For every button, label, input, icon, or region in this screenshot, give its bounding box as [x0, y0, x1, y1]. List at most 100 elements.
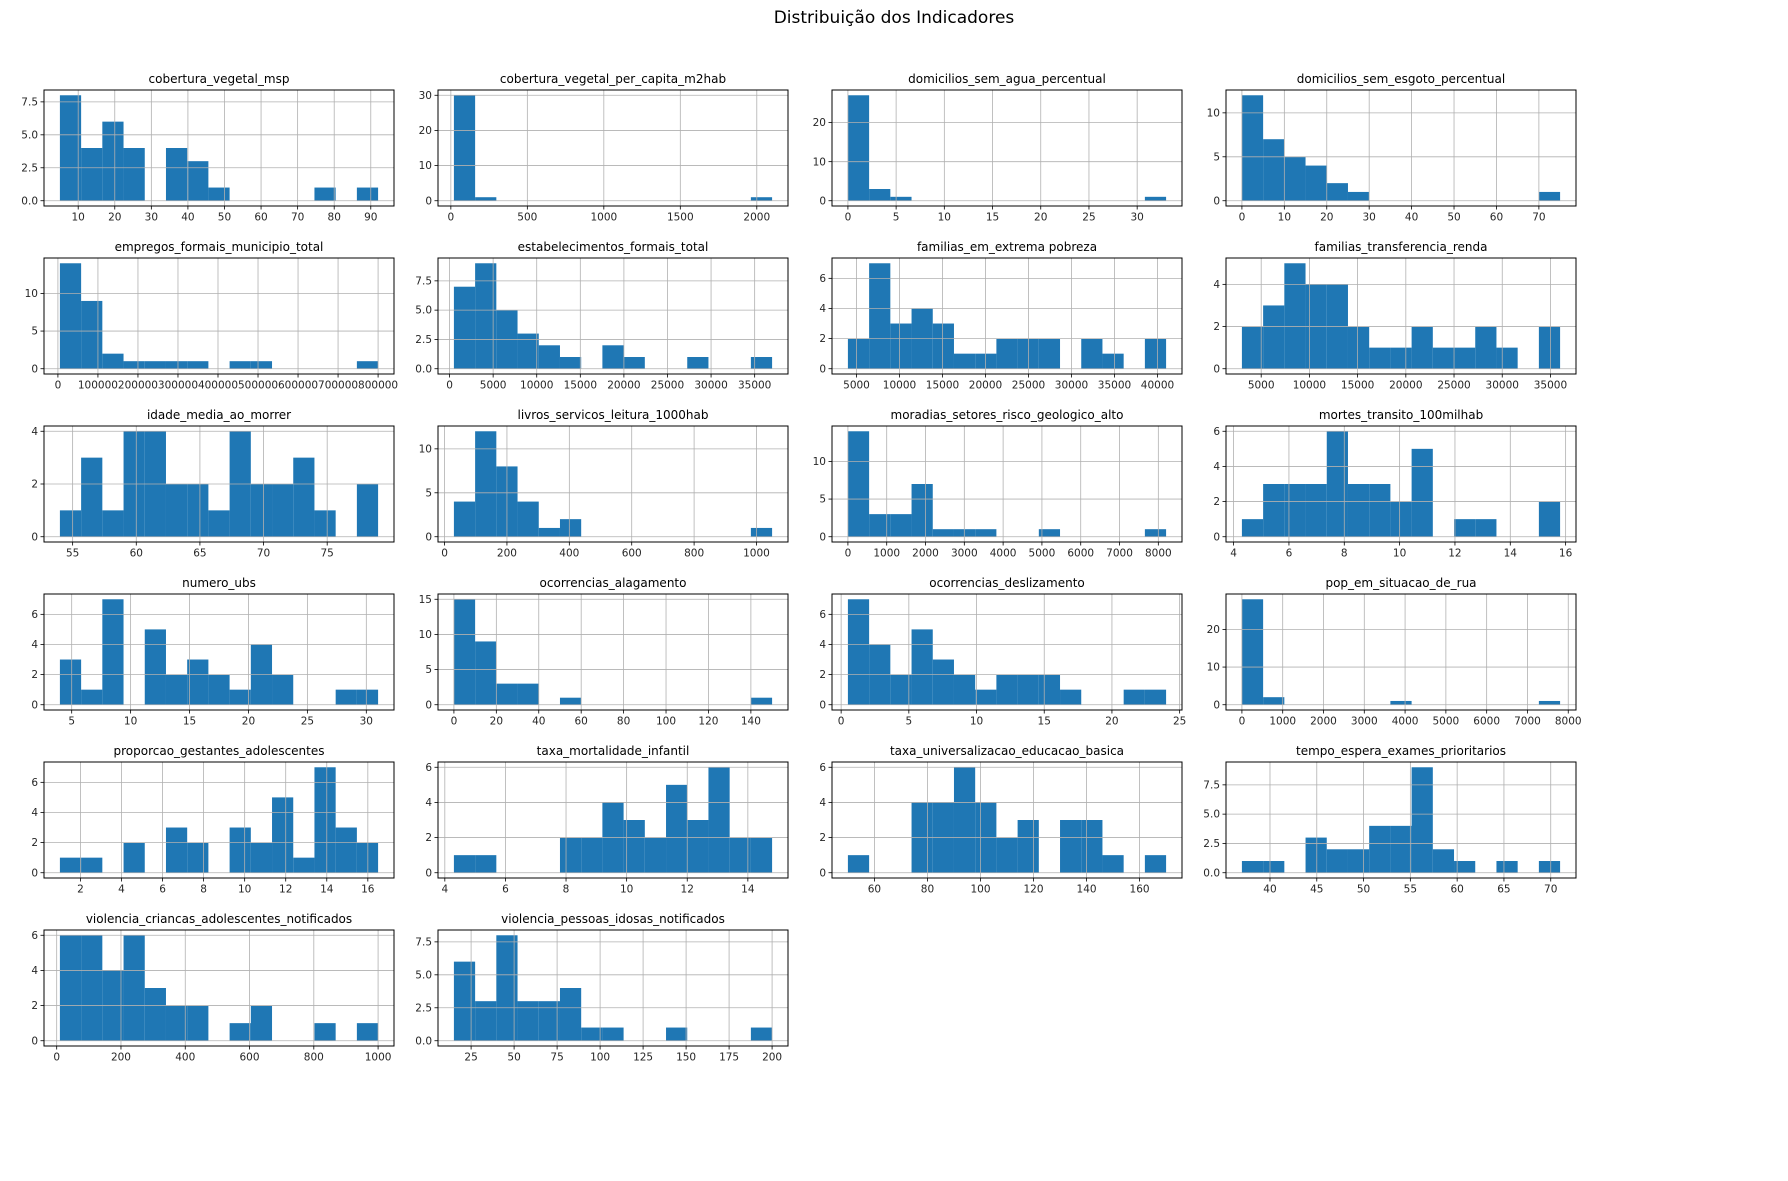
histogram-bar: [1241, 95, 1264, 201]
y-tick-label: 0: [31, 363, 38, 375]
y-tick-label: 7.5: [21, 96, 38, 108]
chart-svg: 5000 10000 15000 20000 25000 30000 35000 40000 0…: [819, 240, 1183, 392]
histogram-bar: [1017, 674, 1039, 705]
histogram-bar: [1305, 165, 1327, 201]
plot-border: [437, 89, 789, 207]
histogram-bar: [623, 357, 645, 369]
x-tick-label: 20: [108, 212, 121, 224]
y-tick-label: 20: [1207, 624, 1220, 636]
x-tick-label: 8: [563, 884, 570, 896]
chart-svg: 5000 10000 15000 20000 25000 30000 35000 0 2 4 fam…: [1213, 240, 1577, 392]
histogram-empregos_formais_municipio_total: 0 100000 200000 300000 400000 500000 600000 700…: [6, 238, 400, 406]
histogram-bar: [1496, 861, 1518, 873]
chart-title: idade_media_ao_morrer: [147, 408, 291, 422]
histogram-bar: [356, 484, 379, 537]
x-tick-label: 0: [845, 548, 852, 560]
x-tick-label: 40: [1405, 212, 1418, 224]
histogram-bar: [144, 361, 166, 369]
plot-border: [437, 761, 789, 879]
histogram-bar: [975, 529, 997, 537]
x-tick-label: 2000: [1310, 716, 1337, 728]
x-tick-label: 120: [1023, 884, 1043, 896]
histogram-violencia_criancas_adolescentes_notificados: 0 200 400 600 800 1000 0 2 4 6 violencia_criancas_…: [6, 910, 400, 1078]
chart-title: empregos_formais_municipio_total: [115, 240, 324, 254]
x-tick-label: 600: [240, 1052, 260, 1064]
x-tick-label: 4: [441, 884, 448, 896]
chart-title: proporcao_gestantes_adolescentes: [113, 744, 324, 758]
histogram-bar: [1144, 855, 1167, 873]
y-tick-label: 0: [425, 195, 432, 207]
x-tick-label: 35000: [1098, 380, 1131, 392]
histogram-bar: [1454, 347, 1476, 369]
histogram-bar: [1102, 353, 1124, 369]
x-tick-label: 600: [622, 548, 642, 560]
histogram-bar: [869, 189, 891, 201]
histogram-bar: [1538, 501, 1561, 537]
histogram-cobertura_vegetal_per_capita_m2hab: 0 500 1000 1500 2000 0 10 20 30 cobertura_vegetal…: [400, 70, 794, 238]
histogram-taxa_mortalidade_infantil: 4 6 8 10 12 14 0 2 4 6 taxa_mortalidade_infantil: [400, 742, 794, 910]
histogram-bar: [911, 484, 933, 537]
histogram-bar: [496, 935, 518, 1041]
x-tick-label: 400: [559, 548, 579, 560]
x-tick-label: 125: [633, 1052, 653, 1064]
histogram-bar: [1390, 347, 1412, 369]
histogram-proporcao_gestantes_adolescentes: 2 4 6 8 10 12 14 16 0 2 4 6 proporcao_gestantes_adol…: [6, 742, 400, 910]
x-tick-label: 30: [1362, 212, 1375, 224]
y-tick-label: 0.0: [415, 1035, 432, 1047]
histogram-bar: [356, 689, 379, 705]
histogram-bar: [102, 510, 124, 537]
x-tick-label: 10: [1393, 548, 1406, 560]
histogram-bar: [335, 689, 357, 705]
histogram-bar: [750, 197, 773, 201]
histogram-bar: [496, 683, 518, 705]
x-tick-label: 12: [279, 884, 292, 896]
x-tick-label: 20: [490, 716, 503, 728]
x-tick-label: 10: [938, 212, 951, 224]
histogram-bar: [229, 827, 251, 873]
histogram-bar: [187, 659, 209, 705]
histogram-bar: [1263, 484, 1285, 537]
x-tick-label: 10: [72, 212, 85, 224]
y-tick-label: 7.5: [415, 275, 432, 287]
histogram-tempo_espera_exames_prioritarios: 40 45 50 55 60 65 70 0.0 2.5 5.0 7.5 tempo_espera_e…: [1188, 742, 1582, 910]
x-tick-label: 1000: [1269, 716, 1296, 728]
y-tick-label: 5: [31, 326, 38, 338]
x-tick-label: 1000: [743, 548, 770, 560]
y-tick-label: 10: [813, 156, 826, 168]
histogram-bar: [1123, 689, 1145, 705]
y-tick-label: 0: [1213, 363, 1220, 375]
histogram-bar: [1263, 861, 1285, 873]
x-tick-label: 10000: [1293, 380, 1326, 392]
x-tick-label: 20000: [969, 380, 1002, 392]
plot-border: [43, 761, 395, 879]
y-tick-label: 4: [1213, 279, 1220, 291]
histogram-bar: [208, 187, 230, 201]
x-tick-label: 0: [845, 212, 852, 224]
y-tick-label: 2: [819, 832, 826, 844]
x-tick-label: 5000: [480, 380, 507, 392]
y-tick-label: 2: [425, 832, 432, 844]
x-tick-label: 20000: [607, 380, 640, 392]
y-tick-label: 0: [819, 363, 826, 375]
histogram-bar: [517, 1001, 539, 1041]
x-tick-label: 14: [320, 884, 334, 896]
x-tick-label: 35000: [738, 380, 771, 392]
histogram-bar: [1538, 326, 1561, 369]
histogram-bar: [1369, 347, 1391, 369]
histogram-bar: [1538, 191, 1561, 201]
chart-title: ocorrencias_deslizamento: [929, 576, 1085, 590]
histogram-bar: [1475, 326, 1497, 369]
histogram-bar: [953, 353, 976, 369]
x-tick-label: 60: [130, 548, 143, 560]
y-tick-label: 0.0: [415, 363, 432, 375]
x-tick-label: 700000: [318, 380, 358, 392]
y-tick-label: 4: [31, 807, 38, 819]
histogram-bar: [1263, 697, 1285, 705]
histogram-bar: [144, 629, 166, 705]
x-tick-label: 0: [441, 548, 448, 560]
histogram-bar: [187, 161, 209, 201]
histogram-bar: [847, 431, 870, 537]
y-tick-label: 2.5: [415, 334, 432, 346]
chart-title: livros_servicos_leitura_1000hab: [518, 408, 709, 422]
